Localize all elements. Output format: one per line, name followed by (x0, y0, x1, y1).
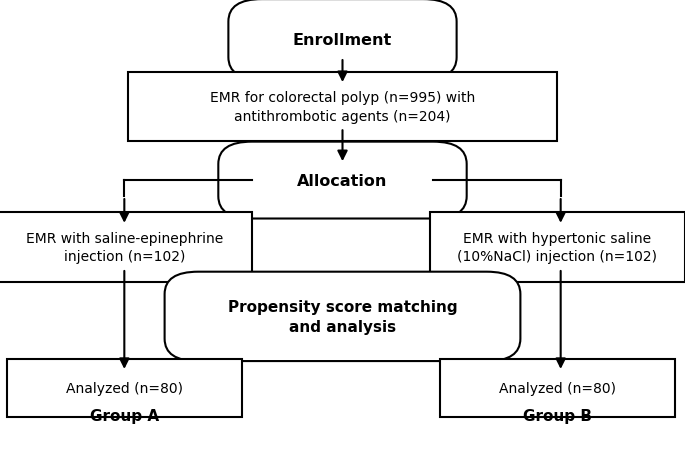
Text: Group A: Group A (90, 408, 159, 423)
Text: EMR for colorectal polyp (n=995) with
antithrombotic agents (n=204): EMR for colorectal polyp (n=995) with an… (210, 91, 475, 123)
FancyBboxPatch shape (7, 359, 242, 417)
FancyBboxPatch shape (440, 359, 675, 417)
Text: Propensity score matching
and analysis: Propensity score matching and analysis (227, 299, 458, 334)
Text: Allocation: Allocation (297, 173, 388, 188)
Text: Enrollment: Enrollment (293, 33, 392, 48)
FancyBboxPatch shape (429, 213, 685, 282)
Text: Analyzed (n=80): Analyzed (n=80) (499, 381, 616, 395)
Text: EMR with saline-epinephrine
injection (n=102): EMR with saline-epinephrine injection (n… (26, 232, 223, 264)
Text: EMR with hypertonic saline
(10%NaCl) injection (n=102): EMR with hypertonic saline (10%NaCl) inj… (458, 232, 658, 264)
FancyBboxPatch shape (228, 0, 457, 81)
Text: Group B: Group B (523, 408, 592, 423)
Text: Analyzed (n=80): Analyzed (n=80) (66, 381, 183, 395)
FancyBboxPatch shape (127, 72, 558, 142)
FancyBboxPatch shape (219, 142, 466, 219)
FancyBboxPatch shape (0, 213, 252, 282)
FancyBboxPatch shape (164, 272, 521, 361)
